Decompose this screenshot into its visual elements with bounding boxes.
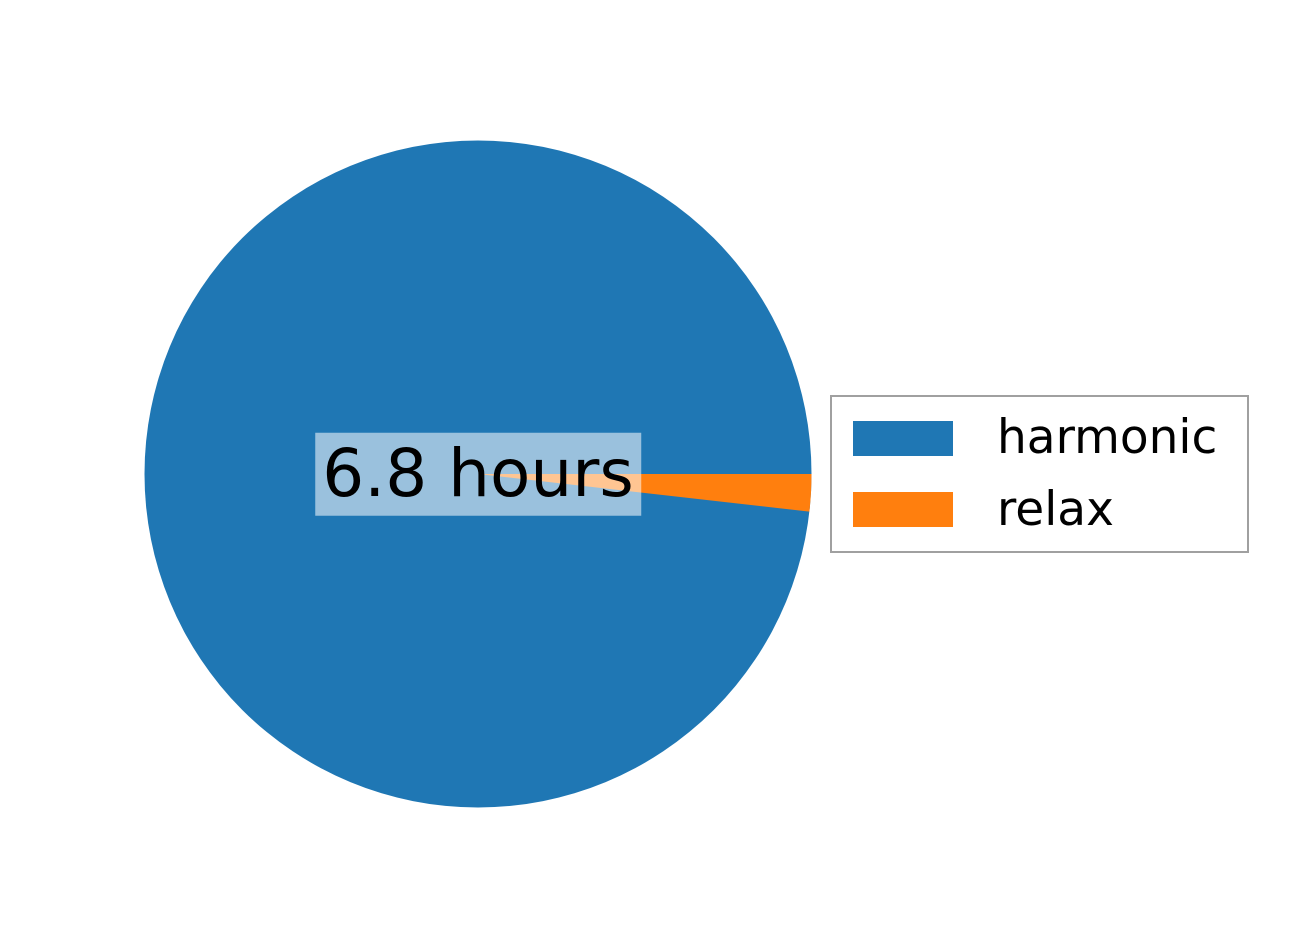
legend: harmonic relax [830, 395, 1249, 553]
legend-swatch-relax [853, 492, 953, 528]
legend-label-relax: relax [997, 482, 1114, 537]
pie-center-label: 6.8 hours [315, 432, 641, 516]
legend-label-harmonic: harmonic [997, 410, 1218, 466]
legend-item-relax: relax [853, 484, 1247, 536]
legend-item-harmonic: harmonic [853, 412, 1247, 464]
legend-swatch-harmonic [853, 420, 953, 456]
